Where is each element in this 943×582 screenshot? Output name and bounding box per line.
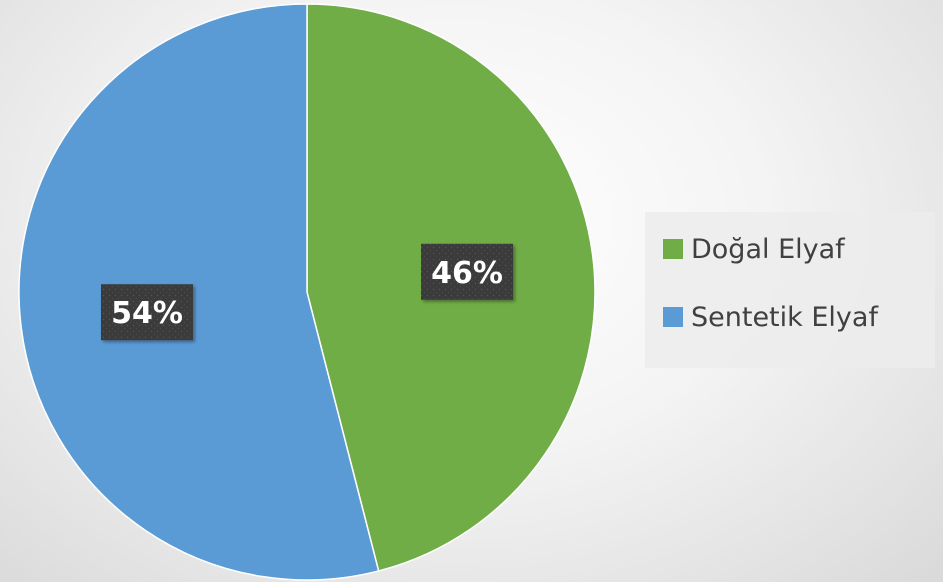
legend-label-sentetik-elyaf: Sentetik Elyaf (691, 301, 878, 333)
legend: Doğal Elyaf Sentetik Elyaf (645, 212, 935, 368)
pie-slice-sentetik-elyaf (18, 3, 380, 581)
data-label-sentetik-elyaf: 54% (100, 284, 193, 341)
data-label-text: 46% (431, 256, 503, 291)
data-label-box (421, 243, 514, 300)
legend-item-dogal-elyaf: Doğal Elyaf (663, 230, 935, 268)
legend-item-sentetik-elyaf: Sentetik Elyaf (663, 298, 935, 336)
data-label-box (100, 284, 193, 341)
legend-swatch-sentetik-elyaf (663, 307, 683, 327)
legend-swatch-dogal-elyaf (663, 239, 683, 259)
data-labels: 46% 54% (100, 243, 514, 341)
data-label-do-al-elyaf: 46% (421, 243, 514, 300)
data-label-text: 54% (111, 296, 183, 331)
legend-label-dogal-elyaf: Doğal Elyaf (691, 233, 845, 265)
